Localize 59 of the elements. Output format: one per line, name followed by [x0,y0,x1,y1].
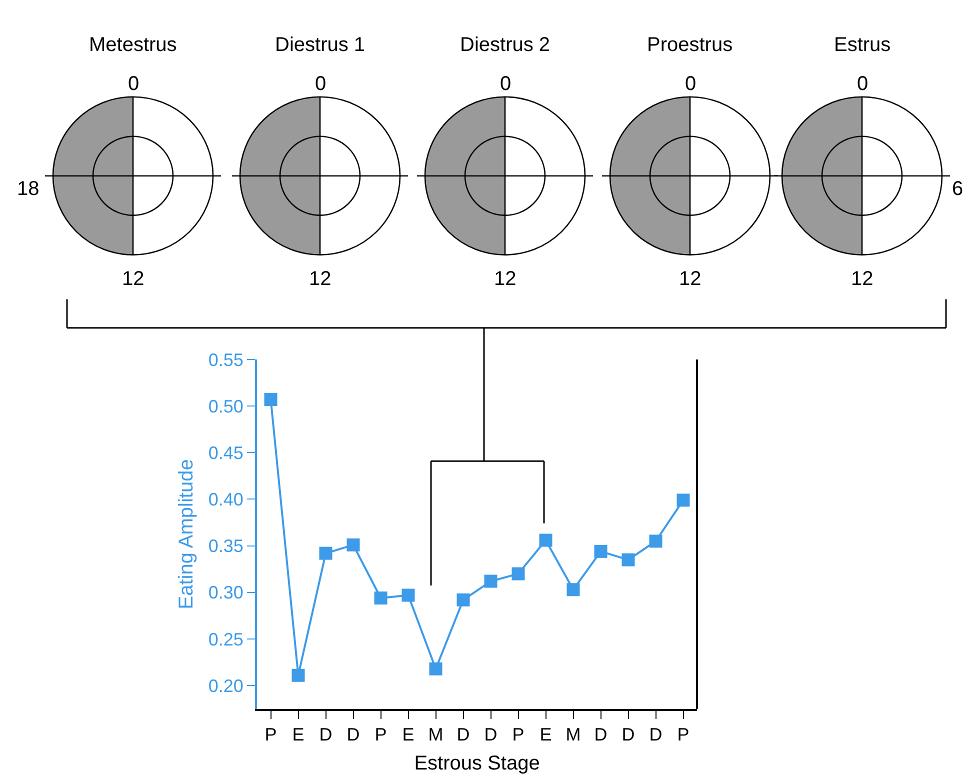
x-tick-label: D [484,724,498,745]
text: Metestrus [89,34,177,56]
y-tick-label: 0.40 [208,490,244,510]
x-tick-label: P [677,724,690,745]
x-tick-label: P [512,724,524,745]
y-tick-label: 0.30 [208,582,244,603]
point [539,534,552,547]
y-tick-label: 0.25 [208,629,244,650]
point [374,592,388,605]
x-tick-label: D [594,724,608,745]
category-label: 0 [128,73,140,95]
text: Diestrus 1 [275,34,366,56]
category-label: 12 [122,268,144,290]
point [429,662,442,676]
x-tick-label: D [649,724,662,745]
x-tick-label: E [402,724,414,745]
category-label: 0 [857,73,868,95]
point [594,544,608,558]
category-label: 0 [685,73,696,95]
category-label: 6 [952,178,964,200]
y-tick-label: 0.35 [208,536,244,556]
text: Proestrus [647,34,733,56]
point [676,494,690,507]
text: Estrus [834,34,891,56]
point [319,546,332,560]
x-tick-label: P [374,724,387,745]
x-tick-label: P [264,724,277,745]
point [512,567,525,580]
point [264,393,278,406]
point [346,538,360,552]
y-tick-label: 0.50 [208,396,244,416]
x-tick-label: M [428,724,444,745]
point [484,574,498,588]
category-label: 0 [500,73,512,95]
x-axis-title: Estrous Stage [414,752,540,775]
point [402,588,415,602]
point [649,534,662,548]
point [292,668,305,682]
text: Diestrus 2 [460,34,550,56]
point [566,583,580,596]
y-tick-label: 0.55 [208,350,244,370]
point [456,593,470,606]
category-label: 12 [494,268,516,290]
x-tick-label: M [566,724,581,745]
y-tick-label: 0.45 [208,442,244,463]
x-tick-label: D [622,724,635,745]
category-label: 12 [851,268,874,290]
category-label: 0 [315,73,326,95]
point [622,553,635,566]
category-label: 18 [17,178,40,200]
x-tick-label: E [292,724,304,745]
x-tick-label: E [540,724,552,745]
x-tick-label: D [456,724,470,745]
y-axis-title: Eating Amplitude [175,459,198,610]
category-label: 12 [309,268,332,290]
category-label: 12 [679,268,702,290]
x-tick-label: D [319,724,332,745]
x-tick-label: D [346,724,360,745]
y-tick-label: 0.20 [208,676,244,696]
